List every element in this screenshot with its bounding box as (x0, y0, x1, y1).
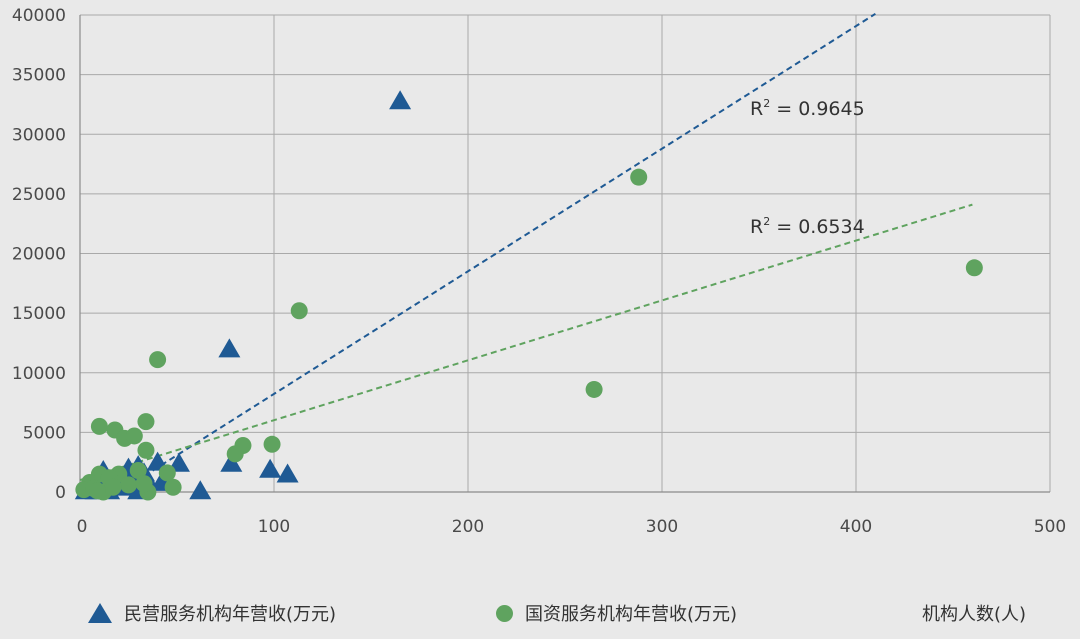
x-axis-label: 机构人数(人) (922, 604, 1027, 625)
circle-marker-icon (496, 604, 513, 622)
circle-point (226, 445, 244, 463)
circle-point (90, 417, 108, 435)
x-axis-title: 机构人数(人) (922, 598, 1026, 628)
y-tick-label: 30000 (12, 125, 66, 145)
legend-label-state: 国资服务机构年营收(万元) (525, 604, 738, 625)
circle-point (290, 302, 308, 320)
grid-lines (80, 14, 1051, 492)
circle-point (263, 435, 281, 453)
circle-point (137, 441, 155, 459)
r2-label: R2 = 0.6534 (750, 215, 865, 238)
y-tick-label: 10000 (12, 364, 66, 384)
x-tick-label: 500 (1034, 517, 1066, 537)
x-tick-label: 100 (258, 517, 290, 537)
r2-labels: R2 = 0.9645 R2 = 0.6534 (750, 97, 865, 238)
circle-point (149, 351, 167, 369)
circle-point (630, 168, 648, 186)
circle-point (585, 380, 603, 398)
circle-point (164, 478, 182, 496)
circle-point (129, 462, 147, 480)
y-tick-label: 20000 (12, 245, 66, 265)
triangle-point (259, 458, 282, 478)
y-tick-label: 25000 (12, 185, 66, 205)
y-tick-label: 5000 (23, 423, 66, 443)
legend-series-state: 国资服务机构年营收(万元) (496, 598, 737, 628)
tick-labels: 0500010000150002000025000300003500040000… (12, 6, 1066, 537)
trendlines (79, 12, 973, 493)
circle-point (104, 478, 122, 496)
y-tick-label: 0 (55, 483, 66, 503)
x-tick-label: 0 (77, 517, 88, 537)
circle-point (158, 464, 176, 482)
circle-point (120, 476, 137, 494)
axes (79, 15, 1050, 493)
circle-point (135, 475, 153, 493)
r2-label: R2 = 0.9645 (750, 97, 865, 120)
circle-point (88, 482, 106, 500)
triangle-point (276, 463, 299, 483)
triangle-point (389, 90, 412, 110)
circle-point (125, 427, 143, 445)
triangle-point (220, 452, 243, 472)
x-tick-label: 300 (646, 517, 678, 537)
circle-point (965, 259, 983, 277)
trendline-state (79, 203, 973, 482)
legend-series-private: 民营服务机构年营收(万元) (88, 598, 336, 628)
data-points (74, 90, 983, 501)
trendline-private (118, 12, 876, 493)
y-tick-label: 15000 (12, 304, 66, 324)
triangle-marker-icon (88, 603, 112, 623)
triangle-point (218, 338, 241, 358)
x-tick-label: 200 (452, 517, 484, 537)
y-tick-label: 40000 (12, 6, 66, 26)
circle-point (137, 413, 155, 431)
y-tick-label: 35000 (12, 66, 66, 86)
legend-label-private: 民营服务机构年营收(万元) (124, 604, 337, 625)
x-tick-label: 400 (840, 517, 872, 537)
triangle-point (189, 480, 212, 500)
